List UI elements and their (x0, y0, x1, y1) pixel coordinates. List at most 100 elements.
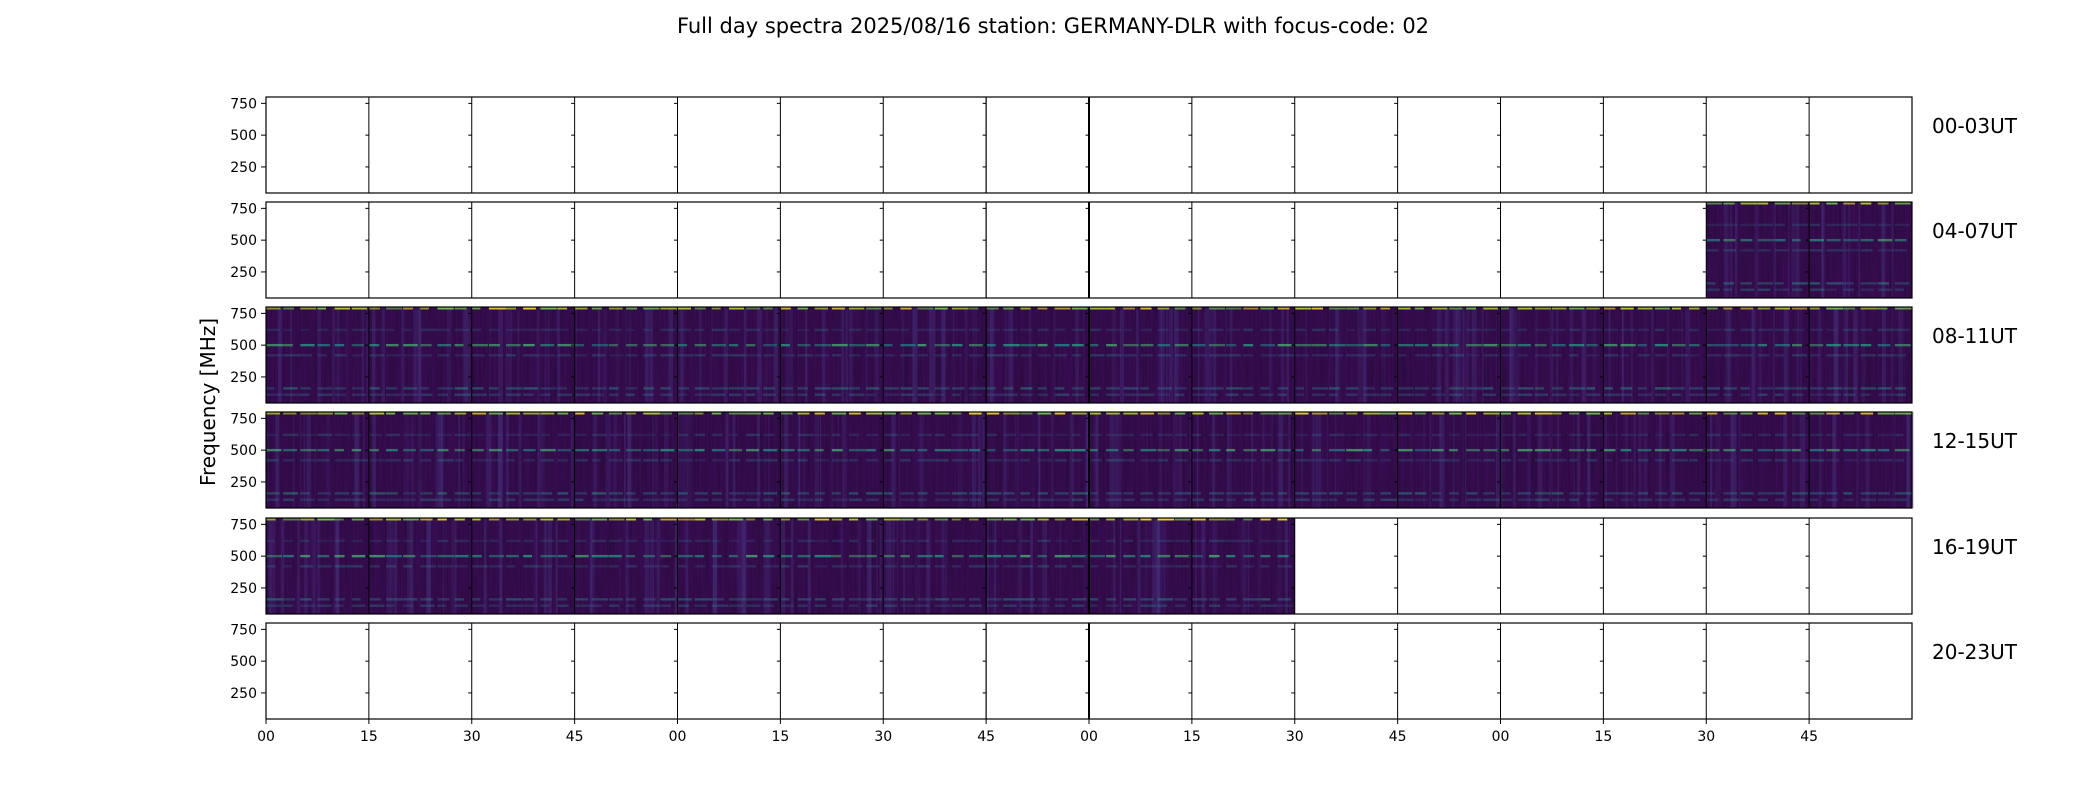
spectrum-panel (1188, 412, 1295, 508)
spectrum-panel (1497, 97, 1501, 193)
spectrum-panel (1394, 412, 1501, 508)
spectrum-panel (1291, 412, 1399, 508)
x-tick-label: 15 (1183, 729, 1201, 745)
spectrum-panel (1805, 307, 1912, 403)
y-tick-label: 250 (230, 475, 257, 491)
spectrum-panel (982, 623, 987, 719)
y-tick-label: 750 (230, 306, 257, 322)
y-tick-label: 500 (230, 233, 257, 249)
spectrum-panel (1291, 518, 1296, 614)
spectrum-panel (1291, 623, 1296, 719)
x-tick-label: 45 (566, 729, 584, 745)
spectrum-panel (365, 623, 370, 719)
y-tick-label: 500 (230, 443, 257, 459)
spectrum-panel (982, 518, 1089, 614)
spectrum-panel (1085, 412, 1193, 508)
spectrum-panel (674, 307, 781, 403)
x-tick-label: 00 (1492, 729, 1510, 745)
row-time-label: 00-03UT (1932, 114, 2018, 138)
x-tick-label: 45 (1800, 729, 1818, 745)
spectrum-panel (1291, 202, 1296, 298)
spectrum-panel (1085, 307, 1192, 403)
spectrum-panel (1805, 518, 1810, 614)
spectrum-panel (571, 518, 678, 614)
spectrum-panel (468, 202, 473, 298)
spectrum-panel (1702, 307, 1810, 403)
spectrum-panel (1188, 97, 1193, 193)
spectrum-panel (265, 518, 369, 614)
y-tick-label: 500 (230, 654, 257, 670)
spectrum-panel (1497, 412, 1604, 508)
spectrum-panel (1599, 97, 1604, 193)
spectrum-panel (776, 412, 884, 508)
spectrum-panel (1599, 623, 1604, 719)
x-tick-label: 30 (874, 729, 892, 745)
spectrum-panel (1702, 97, 1707, 193)
x-tick-label: 30 (463, 729, 481, 745)
spectrum-panel (468, 307, 579, 403)
y-tick-label: 250 (230, 160, 257, 176)
spectrum-panel (365, 202, 370, 298)
spectra-row: 750 500 250 16-19UT (230, 517, 2018, 615)
spectrum-panel (776, 307, 884, 403)
y-tick-label: 750 (230, 96, 257, 112)
spectrum-panel (468, 412, 575, 508)
spectrum-panel (1188, 518, 1295, 614)
x-tick-label: 15 (771, 729, 789, 745)
spectrum-panel (365, 307, 472, 403)
spectrum-panel (776, 202, 781, 298)
spectrum-panel (1497, 202, 1501, 298)
spectrum-panel (1497, 518, 1501, 614)
y-tick-label: 500 (230, 338, 257, 354)
spectrum-panel (674, 518, 781, 614)
spectrum-panel (265, 307, 373, 403)
spectrum-panel (1394, 97, 1399, 193)
spectrum-panel (879, 97, 884, 193)
spectrum-panel (1702, 518, 1707, 614)
spectrum-panel (1497, 623, 1501, 719)
y-tick-label: 750 (230, 201, 257, 217)
x-tick-label: 30 (1697, 729, 1715, 745)
spectrum-panel (674, 623, 678, 719)
spectrum-panel (1805, 623, 1810, 719)
y-tick-label: 250 (230, 265, 257, 281)
spectrum-panel (1599, 307, 1710, 403)
spectrum-panel (1702, 202, 1813, 298)
spectrum-panel (879, 202, 884, 298)
spectrum-panel (571, 412, 678, 508)
x-tick-label: 00 (669, 729, 687, 745)
spectrum-panel (1599, 202, 1604, 298)
spectrum-panel (265, 412, 369, 508)
spectrum-panel (1394, 623, 1399, 719)
spectrum-panel (1394, 307, 1501, 403)
spectrum-panel (1805, 97, 1810, 193)
spectrum-panel (571, 202, 576, 298)
spectrum-panel (365, 97, 370, 193)
spectrum-panel (1085, 518, 1192, 614)
spectrum-panel (1805, 202, 1912, 298)
y-axis-label: Frequency [MHz] (196, 318, 220, 486)
spectra-row: 750 500 250 04-07UT (230, 201, 2018, 299)
spectrum-panel (1599, 412, 1707, 508)
spectrum-panel (982, 412, 1091, 508)
y-tick-label: 250 (230, 581, 257, 597)
spectrum-panel (1188, 307, 1295, 403)
spectrum-panel (571, 97, 576, 193)
x-tick-label: 00 (257, 729, 275, 745)
spectrum-panel (1188, 202, 1193, 298)
spectrum-panel (879, 307, 987, 403)
spectra-row: 750 500 250 08-11UT (230, 306, 2018, 404)
chart-title: Full day spectra 2025/08/16 station: GER… (677, 14, 1429, 38)
spectrum-panel (365, 518, 472, 614)
spectrum-panel (674, 202, 678, 298)
spectra-row: 750 500 250 12-15UT (230, 411, 2018, 509)
spectrum-panel (1291, 97, 1296, 193)
x-tick-label: 15 (1594, 729, 1612, 745)
spectrum-panel (1394, 202, 1399, 298)
y-tick-label: 250 (230, 686, 257, 702)
spectrum-panel (982, 97, 987, 193)
spectrum-panel (365, 412, 472, 508)
spectrum-panel (674, 97, 678, 193)
spectrum-panel (571, 623, 576, 719)
